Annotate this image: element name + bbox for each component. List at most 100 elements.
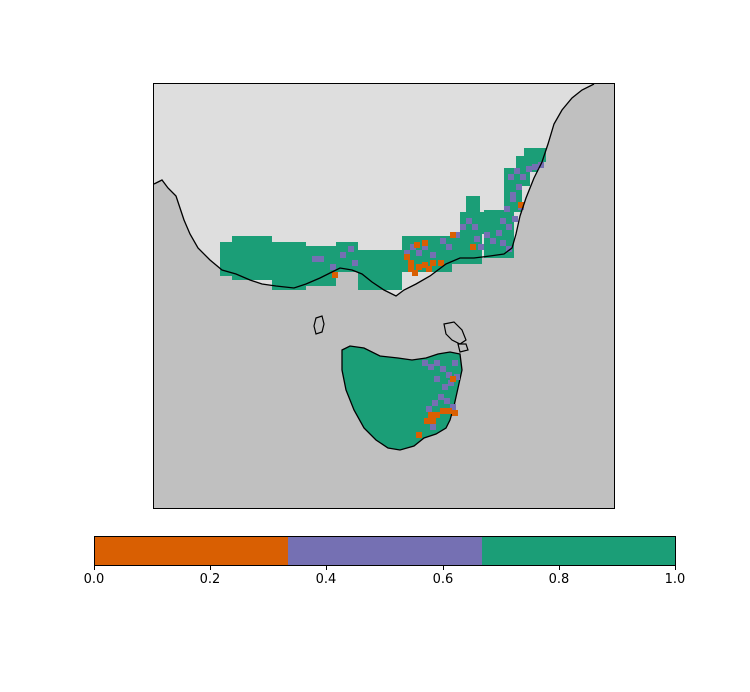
cell-purple: [520, 174, 526, 180]
king-island: [313, 315, 325, 335]
cell-block: [336, 242, 358, 272]
cell-purple: [430, 252, 436, 258]
cell-orange: [430, 260, 436, 266]
cell-orange: [414, 242, 420, 248]
cell-purple: [496, 230, 502, 236]
cell-purple: [474, 236, 480, 242]
cell-purple: [434, 376, 440, 382]
cell-purple: [330, 264, 336, 270]
cell-purple: [466, 218, 472, 224]
cell-orange: [470, 244, 476, 250]
cell-purple: [526, 166, 532, 172]
cell-purple: [500, 240, 506, 246]
cell-purple: [432, 400, 438, 406]
cape-barren-island: [457, 343, 469, 353]
colorbar-tick-label-1: 0.2: [199, 572, 221, 587]
colorbar-tick-label-4: 0.8: [548, 572, 570, 587]
cell-orange: [416, 264, 422, 270]
cell-purple: [454, 232, 460, 238]
mainland-coastline: [154, 84, 595, 297]
colorbar-segment-1: [288, 537, 482, 565]
cell-orange: [440, 408, 446, 414]
cell-purple: [510, 196, 516, 202]
cell-purple: [442, 384, 448, 390]
cell-purple: [500, 218, 506, 224]
cell-purple: [410, 244, 416, 250]
map-svg: [154, 84, 614, 508]
cell-purple: [484, 232, 490, 238]
cell-orange: [422, 262, 428, 268]
cell-orange: [434, 412, 440, 418]
cell-purple: [472, 224, 478, 230]
cell-block: [466, 196, 480, 212]
cell-purple: [506, 224, 512, 230]
cell-orange: [422, 240, 428, 246]
colorbar-segment-0: [95, 537, 289, 565]
colorbar-tick-2: [326, 565, 327, 570]
cell-purple: [434, 360, 440, 366]
cell-purple: [516, 184, 522, 190]
cell-purple: [422, 360, 428, 366]
cell-purple: [426, 406, 432, 412]
cell-orange: [452, 410, 458, 416]
cell-purple: [460, 224, 466, 230]
cell-orange: [518, 202, 524, 208]
cell-purple: [404, 250, 410, 256]
cell-orange: [430, 418, 436, 424]
colorbar-tick-label-0: 0.0: [83, 572, 105, 587]
cell-block: [272, 242, 306, 290]
cell-purple: [450, 404, 456, 410]
colorbar-segment-2: [481, 537, 675, 565]
cell-purple: [428, 364, 434, 370]
cell-orange: [332, 272, 338, 278]
cell-purple: [454, 374, 460, 380]
colorbar-tick-4: [559, 565, 560, 570]
cell-purple: [532, 164, 538, 170]
cell-purple: [352, 260, 358, 266]
cell-purple: [490, 238, 496, 244]
cell-block: [232, 236, 272, 280]
map-panel: [153, 83, 615, 509]
cell-purple: [446, 372, 452, 378]
cell-purple: [430, 424, 436, 430]
cell-purple: [512, 216, 518, 222]
cell-purple: [440, 366, 446, 372]
cell-purple: [514, 168, 520, 174]
cell-orange: [416, 432, 422, 438]
category-cells: [220, 148, 546, 438]
cell-orange: [424, 418, 430, 424]
cell-orange: [446, 408, 452, 414]
cell-purple: [416, 250, 422, 256]
colorbar-tick-label-3: 0.6: [432, 572, 454, 587]
cell-purple: [508, 174, 514, 180]
cell-orange: [408, 260, 414, 266]
cell-purple: [318, 256, 324, 262]
cell-orange: [450, 232, 456, 238]
cell-block: [220, 242, 232, 276]
cell-purple: [478, 244, 484, 250]
cell-purple: [444, 398, 450, 404]
colorbar-tick-3: [443, 565, 444, 570]
colorbar-tick-label-5: 1.0: [664, 572, 686, 587]
cell-purple: [510, 192, 516, 198]
cell-purple: [448, 380, 454, 386]
cell-orange: [450, 376, 456, 382]
cell-purple: [452, 360, 458, 366]
cell-purple: [422, 244, 428, 250]
cell-orange: [426, 266, 432, 272]
cell-purple: [348, 246, 354, 252]
colorbar: [94, 536, 676, 566]
colorbar-tick-0: [94, 565, 95, 570]
mainland-land: [154, 84, 614, 508]
colorbar-tick-1: [210, 565, 211, 570]
cell-purple: [438, 394, 444, 400]
cell-purple: [312, 256, 318, 262]
cell-orange: [428, 412, 434, 418]
cell-orange: [438, 260, 444, 266]
flinders-island: [443, 321, 467, 345]
cell-purple: [340, 252, 346, 258]
cell-purple: [504, 206, 510, 212]
colorbar-tick-label-2: 0.4: [315, 572, 337, 587]
colorbar-tick-5: [675, 565, 676, 570]
cell-orange: [408, 266, 414, 272]
